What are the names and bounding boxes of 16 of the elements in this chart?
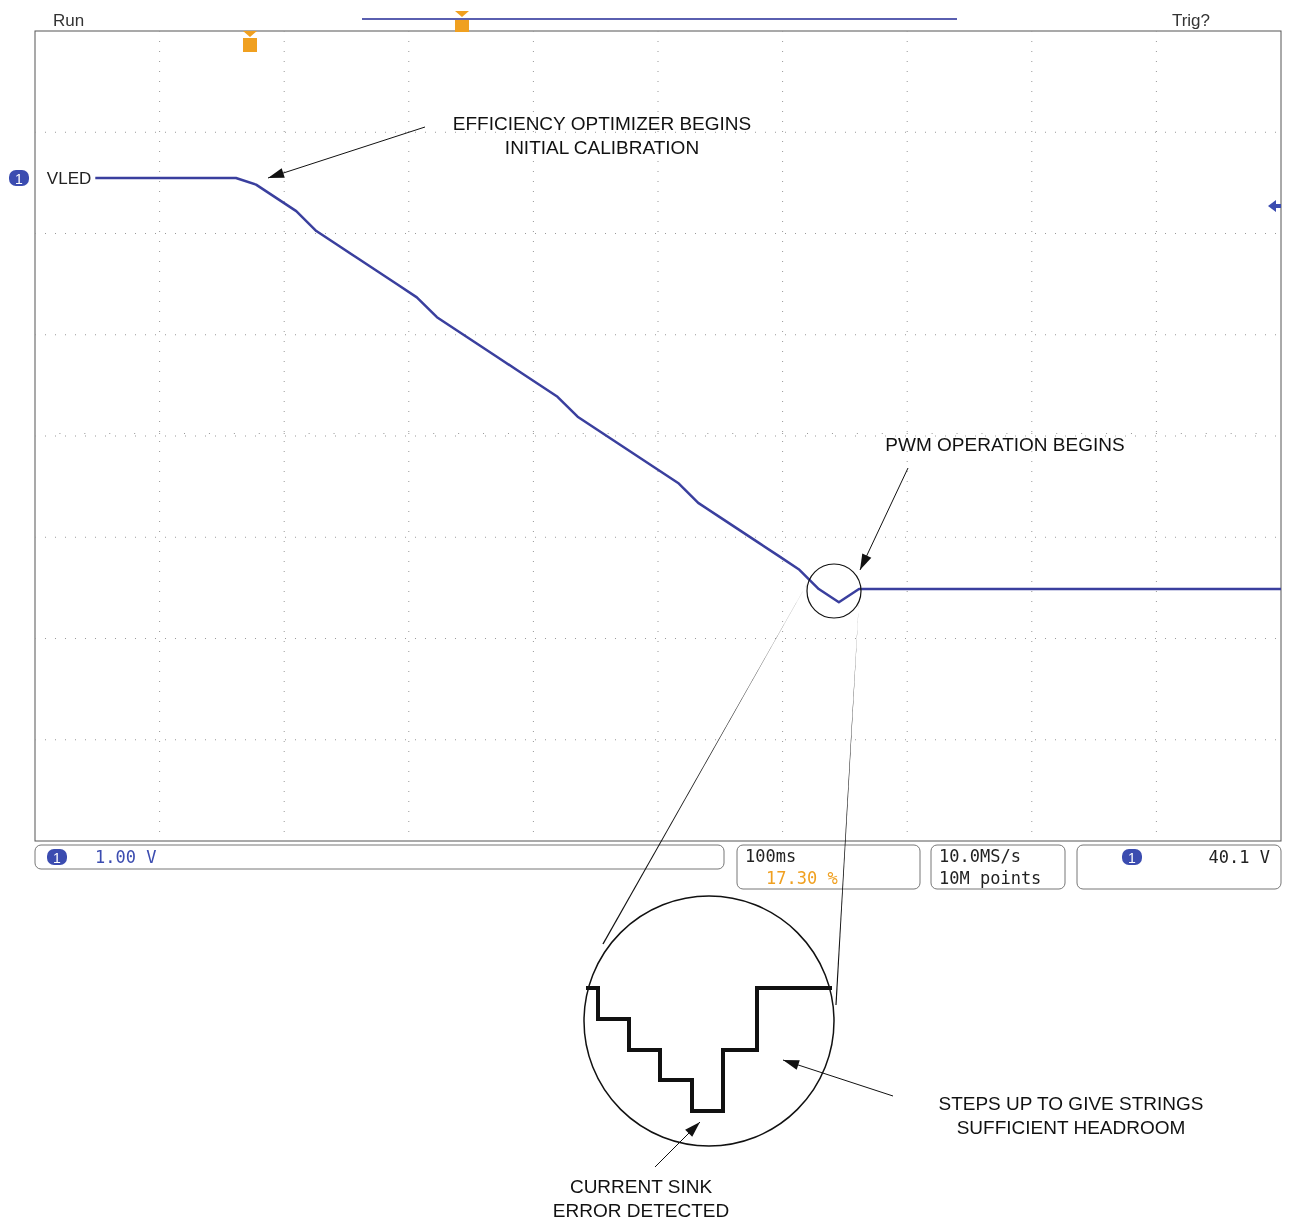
text: 10M points <box>939 868 1042 888</box>
text: 1 <box>15 171 24 187</box>
text: 17.30 % <box>766 868 838 888</box>
annotation: PWM OPERATION BEGINS <box>885 434 1125 455</box>
text: 1 <box>1128 850 1137 866</box>
text: CURRENT SINK ERROR DETECTED <box>552 1176 730 1219</box>
text: 40.1 V <box>1208 847 1270 867</box>
text: 1.00 V <box>95 847 157 867</box>
text: 1 <box>53 850 62 866</box>
text: STEPS UP TO GIVE STRINGS SUFFICIENT HEADROOM <box>938 1093 1204 1138</box>
text: 10.0MS/s <box>939 846 1021 866</box>
text: EFFICIENCY OPTIMIZER BEGINS INITIAL CALIBRATION <box>452 113 752 158</box>
series-label: VLED <box>46 169 92 188</box>
text: 100ms <box>745 846 797 866</box>
text: Run <box>53 11 85 30</box>
text: Trig? <box>1171 11 1210 30</box>
